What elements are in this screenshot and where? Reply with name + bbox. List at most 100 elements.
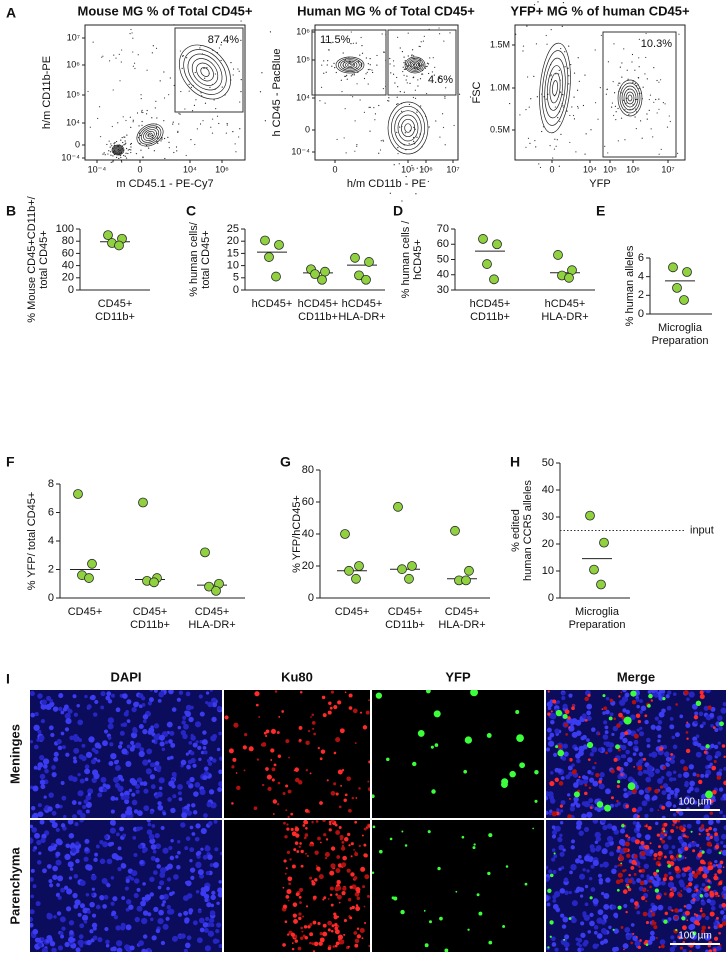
event-dot xyxy=(390,72,391,73)
ku80-signal xyxy=(697,922,700,925)
contour xyxy=(628,95,632,101)
nucleus xyxy=(40,820,45,825)
nucleus xyxy=(165,917,169,921)
nucleus xyxy=(202,775,207,780)
x-tick-label: 10⁴ xyxy=(183,164,197,174)
event-dot xyxy=(400,47,401,48)
panel-letter: F xyxy=(6,454,15,470)
nucleus xyxy=(157,769,161,773)
ku80-signal xyxy=(642,896,645,899)
ku80-signal xyxy=(684,847,688,851)
ku80-signal xyxy=(686,722,688,724)
event-dot xyxy=(651,128,652,129)
event-dot xyxy=(189,91,190,92)
event-dot xyxy=(140,94,141,95)
nucleus xyxy=(630,899,634,903)
y-tick-label: 10⁴ xyxy=(296,92,310,102)
nucleus xyxy=(193,791,199,797)
y-tick-label: 4 xyxy=(638,271,644,283)
nucleus xyxy=(127,810,133,816)
ku80-signal xyxy=(623,848,628,853)
nucleus xyxy=(688,877,693,882)
nucleus xyxy=(183,724,189,730)
event-dot xyxy=(321,87,322,88)
nucleus xyxy=(704,814,710,820)
nucleus xyxy=(143,805,149,811)
nucleus xyxy=(217,887,223,893)
ku80-signal xyxy=(357,928,359,930)
event-dot xyxy=(564,66,565,67)
nucleus xyxy=(668,836,672,840)
ku80-signal xyxy=(713,726,716,729)
nucleus xyxy=(660,939,666,945)
event-dot xyxy=(167,137,168,138)
nucleus xyxy=(217,748,220,751)
nucleus xyxy=(187,804,191,808)
ku80-signal xyxy=(633,766,635,768)
nucleus xyxy=(41,937,45,941)
nucleus xyxy=(215,929,219,933)
nucleus xyxy=(607,747,612,752)
nucleus xyxy=(93,712,97,716)
nucleus xyxy=(674,788,679,793)
nucleus xyxy=(151,844,157,850)
nucleus xyxy=(44,795,47,798)
nucleus xyxy=(546,748,550,752)
ku80-signal xyxy=(618,713,623,718)
event-dot xyxy=(420,105,421,106)
event-dot xyxy=(156,127,157,128)
ku80-signal xyxy=(295,827,300,832)
nucleus xyxy=(694,721,697,724)
nucleus xyxy=(99,840,103,844)
nucleus xyxy=(110,902,114,906)
event-dot xyxy=(568,46,569,47)
event-dot xyxy=(361,45,362,46)
nucleus xyxy=(176,865,180,869)
event-dot xyxy=(227,123,228,124)
ku80-signal xyxy=(327,779,329,781)
nucleus xyxy=(592,944,597,949)
nucleus xyxy=(623,943,629,949)
ku80-signal xyxy=(603,706,607,710)
event-dot xyxy=(209,87,210,88)
nucleus xyxy=(203,922,209,928)
event-dot xyxy=(406,75,407,76)
nucleus xyxy=(139,826,143,830)
nucleus xyxy=(564,942,570,948)
data-point xyxy=(590,565,599,574)
event-dot xyxy=(397,37,398,38)
ku80-signal xyxy=(285,895,289,899)
nucleus xyxy=(71,847,76,852)
nucleus xyxy=(672,845,676,849)
nucleus xyxy=(608,926,611,929)
nucleus xyxy=(603,862,609,868)
nucleus xyxy=(138,845,141,848)
yfp-signal xyxy=(467,929,469,931)
event-dot xyxy=(563,2,564,3)
event-dot xyxy=(661,149,662,150)
ku80-signal xyxy=(569,798,571,800)
data-point xyxy=(493,240,502,249)
nucleus xyxy=(104,927,108,931)
ku80-signal xyxy=(309,877,312,880)
ku80-signal xyxy=(349,706,353,710)
event-dot xyxy=(564,51,565,52)
contour xyxy=(395,111,422,146)
event-dot xyxy=(178,123,179,124)
event-dot xyxy=(554,139,555,140)
nucleus xyxy=(120,792,124,796)
nucleus xyxy=(207,854,213,860)
ku80-signal xyxy=(700,690,704,694)
row-label: Meninges xyxy=(7,724,22,784)
nucleus xyxy=(41,699,47,705)
ku80-signal xyxy=(625,841,630,846)
event-dot xyxy=(351,75,352,76)
ku80-signal xyxy=(273,813,275,815)
nucleus xyxy=(170,856,175,861)
yfp-signal xyxy=(691,831,693,833)
event-dot xyxy=(444,98,445,99)
contour xyxy=(549,73,562,104)
nucleus xyxy=(586,711,591,716)
event-dot xyxy=(438,27,439,28)
event-dot xyxy=(632,54,633,55)
